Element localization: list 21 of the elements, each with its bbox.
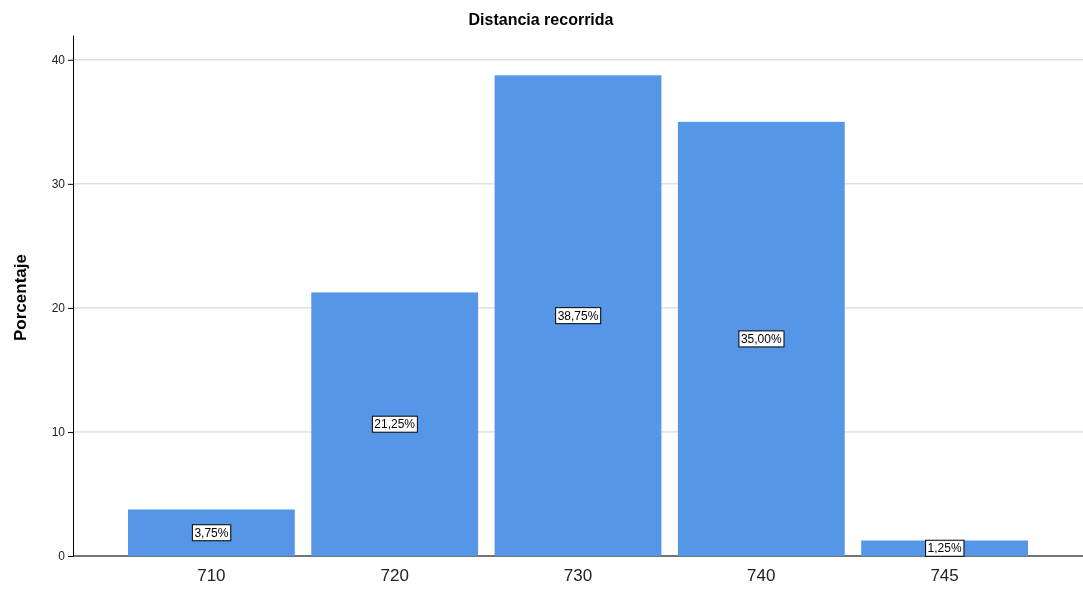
y-axis-title: Porcentaje — [11, 254, 30, 341]
y-tick-label: 0 — [58, 549, 66, 564]
x-tick-label: 730 — [563, 566, 593, 586]
data-label: 1,25% — [927, 541, 962, 556]
x-tick-label: 745 — [930, 566, 959, 586]
chart-title: Distancia recorrida — [468, 11, 614, 28]
x-tick-label: 720 — [380, 566, 409, 586]
y-tick-label: 10 — [51, 425, 66, 440]
bar — [494, 75, 662, 556]
bar — [677, 121, 845, 556]
data-label: 21,25% — [374, 417, 416, 432]
x-tick-label: 710 — [197, 566, 226, 586]
bar — [311, 292, 479, 556]
data-label: 38,75% — [557, 308, 599, 323]
y-tick-label: 20 — [51, 301, 66, 316]
x-tick-label: 740 — [747, 566, 776, 586]
data-label: 3,75% — [194, 525, 229, 540]
y-tick-label: 40 — [51, 53, 66, 68]
data-label: 35,00% — [740, 331, 782, 346]
bar — [127, 509, 295, 556]
y-tick-label: 30 — [51, 177, 66, 192]
